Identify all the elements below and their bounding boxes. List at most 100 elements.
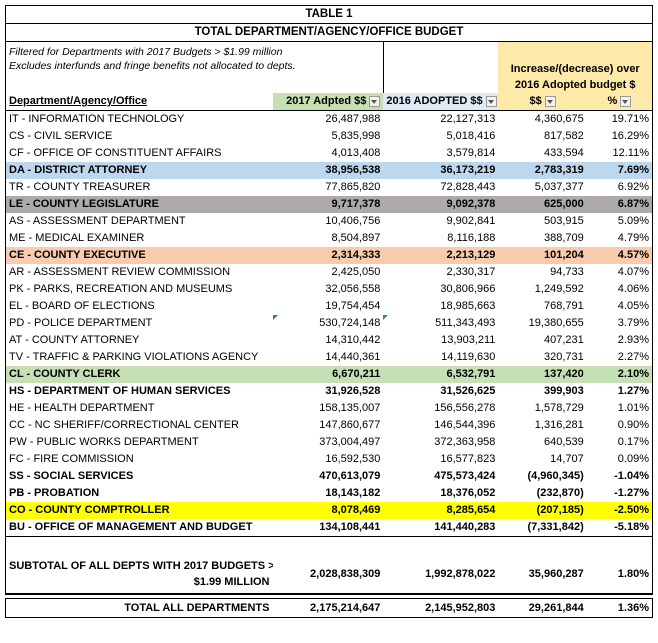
percent-cell: -1.04% (586, 468, 653, 485)
percent-cell: 16.29% (586, 128, 653, 145)
difference-cell: 320,731 (543, 351, 584, 363)
table-row: PK - PARKS, RECREATION AND MUSEUMS 32,056… (5, 281, 653, 298)
budget-2016-cell: 3,579,814 (446, 147, 496, 159)
dept-name-cell: BU - OFFICE OF MANAGEMENT AND BUDGET (5, 519, 273, 537)
percent-cell: 4.07% (586, 264, 653, 281)
budget-2017-cell: 10,406,756 (325, 215, 381, 227)
budget-2016-cell: 72,828,443 (440, 181, 496, 193)
dept-name-cell: CC - NC SHERIFF/CORRECTIONAL CENTER (5, 417, 273, 434)
table-row: HS - DEPARTMENT OF HUMAN SERVICES 31,926,… (5, 383, 653, 400)
budget-2017-cell: 14,310,442 (325, 334, 381, 346)
percent-cell: 2.93% (586, 332, 653, 349)
filter-dropdown-icon[interactable] (544, 95, 556, 107)
dept-name-cell: CL - COUNTY CLERK (5, 366, 273, 383)
filter-note: Filtered for Departments with 2017 Budge… (5, 41, 384, 93)
table-row: PB - PROBATION 18,143,182 18,376,052 (232,8… (5, 485, 653, 502)
table-row: AS - ASSESSMENT DEPARTMENT 10,406,756 9,90… (5, 213, 653, 230)
budget-2017-cell: 14,440,361 (325, 351, 381, 363)
filter-dropdown-icon[interactable] (369, 95, 381, 107)
budget-2017-cell: 6,670,211 (272, 366, 384, 383)
dept-name-cell: TR - COUNTY TREASURER (5, 179, 273, 196)
header-diff-label: $$ (529, 95, 542, 107)
difference-cell: 817,582 (543, 130, 584, 142)
percent-cell: 0.90% (586, 417, 653, 434)
difference-cell: 4,360,675 (534, 113, 584, 125)
budget-2016-cell: 8,285,654 (383, 502, 499, 519)
total-diff: 29,261,844 (498, 598, 587, 618)
percent-cell: 6.92% (586, 179, 653, 196)
table-row: TR - COUNTY TREASURER 77,865,820 72,828,44… (5, 179, 653, 196)
difference-cell: 137,420 (498, 366, 587, 383)
dept-name-cell: PB - PROBATION (5, 485, 273, 502)
percent-cell: 4.05% (586, 298, 653, 315)
budget-2016-cell: 141,440,283 (383, 519, 499, 537)
dept-name-cell: HS - DEPARTMENT OF HUMAN SERVICES (5, 383, 273, 400)
table-row: CL - COUNTY CLERK 6,670,211 6,532,791 137,4… (5, 366, 653, 383)
budget-2017-cell: 158,135,007 (319, 402, 381, 414)
percent-cell: 7.69% (586, 162, 653, 179)
budget-2017-cell: 2,425,050 (331, 266, 381, 278)
difference-cell: (232,870) (536, 487, 584, 499)
table-row: CS - CIVIL SERVICE 5,835,998 5,018,416 817,… (5, 128, 653, 145)
percent-cell: -5.18% (586, 519, 653, 537)
table-title: TABLE 1 (5, 5, 653, 24)
budget-2016-cell: 156,556,278 (434, 402, 496, 414)
filter-dropdown-icon[interactable] (485, 95, 497, 107)
dept-name-cell: PD - POLICE DEPARTMENT (5, 315, 273, 332)
dept-name-cell: CO - COUNTY COMPTROLLER (5, 502, 273, 519)
difference-cell: (4,960,345) (527, 470, 584, 482)
header-2016: 2016 ADOPTED $$ (383, 93, 499, 111)
dept-name-cell: FC - FIRE COMMISSION (5, 451, 273, 468)
budget-2017-cell: 373,004,497 (319, 436, 381, 448)
dept-name-cell: DA - DISTRICT ATTORNEY (5, 162, 273, 179)
budget-2017-cell: 9,717,378 (272, 196, 384, 213)
difference-cell: 14,707 (550, 453, 584, 465)
difference-cell: 625,000 (498, 196, 587, 213)
percent-cell: 2.27% (586, 349, 653, 366)
budget-2016-cell: 146,544,396 (434, 419, 496, 431)
table-row: CE - COUNTY EXECUTIVE 2,314,333 2,213,129 1… (5, 247, 653, 264)
table-row: ME - MEDICAL EXAMINER 8,504,897 8,116,188 3… (5, 230, 653, 247)
budget-2017-cell: 32,056,558 (325, 283, 381, 295)
budget-2016-cell: 18,985,663 (440, 300, 496, 312)
filter-note-1: Filtered for Departments with 2017 Budge… (9, 46, 283, 58)
budget-2016-cell: 9,902,841 (446, 215, 496, 227)
budget-2016-cell: 6,532,791 (383, 366, 499, 383)
percent-cell: 4.79% (586, 230, 653, 247)
filter-note-2: Excludes interfunds and fringe benefits … (9, 60, 296, 72)
budget-2017-cell: 38,956,538 (272, 162, 384, 179)
spacer-cell (5, 536, 653, 555)
percent-cell: 0.09% (586, 451, 653, 468)
filter-dropdown-icon[interactable] (620, 95, 632, 107)
budget-2016-cell: 30,806,966 (440, 283, 496, 295)
header-2016-label: 2016 ADOPTED $$ (386, 95, 483, 107)
dept-name-cell: TV - TRAFFIC & PARKING VIOLATIONS AGENCY (5, 349, 273, 366)
dept-name-cell: ME - MEDICAL EXAMINER (5, 230, 273, 247)
total-row: TOTAL ALL DEPARTMENTS 2,175,214,647 2,14… (5, 598, 653, 618)
header-dept: Department/Agency/Office (5, 93, 273, 111)
budget-2017-cell: 530,724,148 (272, 315, 384, 332)
difference-cell: (7,331,842) (498, 519, 587, 537)
subtotal-2017: 2,028,838,309 (272, 555, 384, 595)
percent-cell: 1.27% (586, 383, 653, 400)
table-row: PD - POLICE DEPARTMENT 530,724,148 511,343… (5, 315, 653, 332)
total-2016: 2,145,952,803 (383, 598, 499, 618)
budget-2017-cell: 2,314,333 (272, 247, 384, 264)
percent-cell: 4.06% (586, 281, 653, 298)
difference-cell: 407,231 (543, 334, 584, 346)
table-row: CC - NC SHERIFF/CORRECTIONAL CENTER 147,8… (5, 417, 653, 434)
budget-2017-cell: 470,613,079 (319, 470, 381, 482)
difference-cell: 399,903 (543, 385, 584, 397)
subtotal-2016: 1,992,878,022 (383, 555, 499, 595)
difference-cell: 1,578,729 (534, 402, 584, 414)
percent-cell: 3.79% (586, 315, 653, 332)
dept-name-cell: CS - CIVIL SERVICE (5, 128, 273, 145)
total-2017: 2,175,214,647 (272, 598, 384, 618)
table-row: CF - OFFICE OF CONSTITUENT AFFAIRS 4,013,… (5, 145, 653, 162)
budget-2016-cell: 31,526,625 (440, 385, 496, 397)
percent-cell: 1.01% (586, 400, 653, 417)
dept-name-cell: SS - SOCIAL SERVICES (5, 468, 273, 485)
dept-name-cell: LE - COUNTY LEGISLATURE (5, 196, 273, 213)
title-row: TABLE 1 (5, 5, 653, 24)
subtotal-pct: 1.80% (586, 555, 653, 595)
